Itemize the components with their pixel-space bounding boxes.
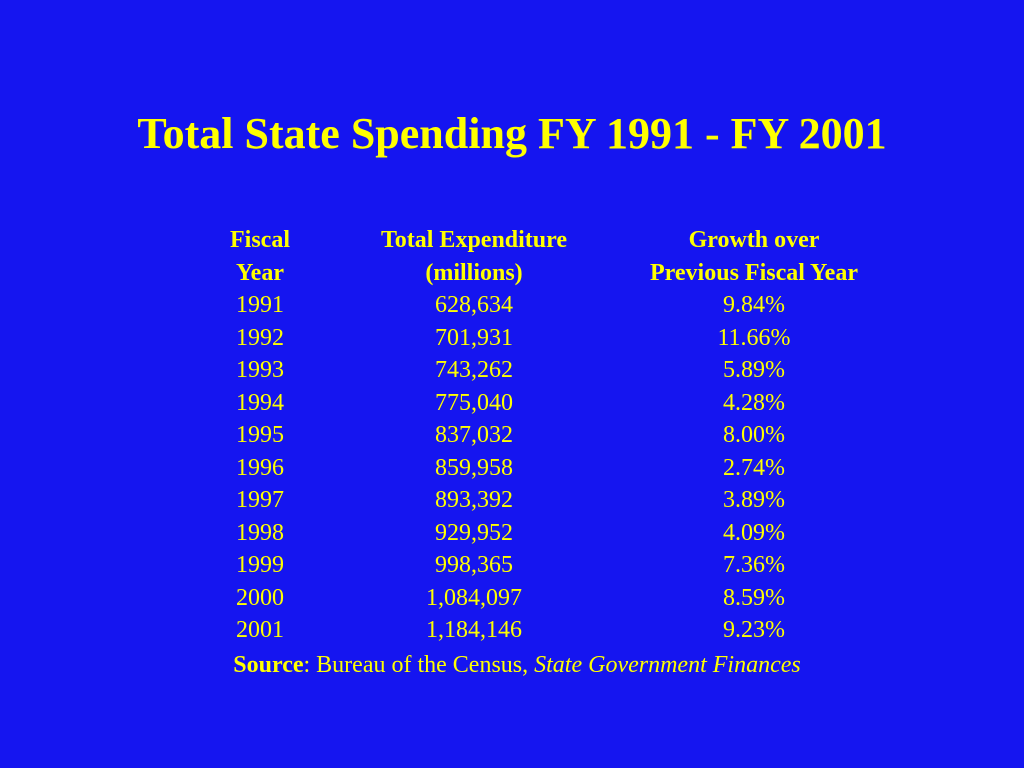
- total-expenditure-cell: 1,184,146: [426, 617, 522, 643]
- total-expenditure-cell: 859,958: [435, 454, 513, 481]
- table-row: 1996 859,958 2.74%: [180, 452, 900, 485]
- slide-title: Total State Spending FY 1991 - FY 2001: [137, 109, 887, 158]
- fiscal-year-cell: 1996: [236, 454, 284, 481]
- growth-cell: 9.23%: [723, 617, 785, 643]
- total-expenditure-cell: 837,032: [435, 422, 513, 448]
- table-row: 1993 743,262 5.89%: [180, 354, 900, 387]
- fiscal-year-cell: 1991: [236, 292, 284, 318]
- header-total-expenditure-line1: Total Expenditure: [380, 227, 568, 253]
- growth-cell: 8.00%: [723, 422, 785, 448]
- table-row: 1992 701,931 11.66%: [180, 322, 900, 355]
- source-publication: State Government Finances: [534, 652, 801, 678]
- table-body: 1991 628,634 9.84% 1992 701,931 11.66% 1993 743…: [180, 289, 900, 647]
- growth-cell: 4.09%: [723, 519, 785, 546]
- table-row: 1991 628,634 9.84%: [180, 289, 900, 322]
- source-citation: Source: Bureau of the Census, State Gove…: [0, 649, 1024, 681]
- source-label: Source: [233, 652, 304, 678]
- fiscal-year-cell: 1999: [236, 552, 284, 578]
- growth-cell: 9.84%: [723, 292, 785, 318]
- total-expenditure-cell: 1,084,097: [426, 584, 522, 611]
- total-expenditure-cell: 893,392: [435, 487, 513, 513]
- header-total-expenditure-line2: (millions): [425, 259, 523, 286]
- header-growth-line2: Previous Fiscal Year: [650, 259, 858, 286]
- table-row: 1999 998,365 7.36%: [180, 549, 900, 582]
- growth-cell: 8.59%: [723, 584, 785, 611]
- table-header: Fiscal Total Expenditure Growth over Yea…: [180, 224, 900, 289]
- table-row: 1994 775,040 4.28%: [180, 387, 900, 420]
- fiscal-year-cell: 2000: [236, 584, 284, 611]
- growth-cell: 2.74%: [723, 454, 785, 481]
- total-expenditure-cell: 998,365: [435, 552, 513, 578]
- growth-cell: 11.66%: [717, 324, 791, 351]
- total-expenditure-cell: 628,634: [435, 292, 513, 318]
- table-row: 2001 1,184,146 9.23%: [180, 614, 900, 647]
- growth-cell: 3.89%: [723, 487, 785, 513]
- fiscal-year-cell: 1995: [236, 422, 284, 448]
- fiscal-year-cell: 1998: [236, 519, 284, 546]
- total-expenditure-cell: 701,931: [435, 324, 513, 351]
- total-expenditure-cell: 929,952: [435, 519, 513, 546]
- fiscal-year-cell: 1993: [236, 357, 284, 383]
- growth-cell: 4.28%: [723, 389, 785, 416]
- table-row: 1995 837,032 8.00%: [180, 419, 900, 452]
- spending-table: Fiscal Total Expenditure Growth over Yea…: [180, 224, 900, 647]
- growth-cell: 7.36%: [723, 552, 785, 578]
- fiscal-year-cell: 2001: [236, 617, 284, 643]
- total-expenditure-cell: 743,262: [435, 357, 513, 383]
- total-expenditure-cell: 775,040: [435, 389, 513, 416]
- table-row: 2000 1,084,097 8.59%: [180, 582, 900, 615]
- table-row: 1998 929,952 4.09%: [180, 517, 900, 550]
- header-growth-line1: Growth over: [688, 227, 820, 253]
- growth-cell: 5.89%: [723, 357, 785, 383]
- source-separator: : Bureau of the Census,: [303, 652, 535, 678]
- header-fiscal-year-line1: Fiscal: [230, 227, 290, 253]
- table-row: 1997 893,392 3.89%: [180, 484, 900, 517]
- fiscal-year-cell: 1992: [236, 324, 284, 351]
- header-fiscal-year-line2: Year: [236, 259, 284, 286]
- fiscal-year-cell: 1997: [236, 487, 284, 513]
- fiscal-year-cell: 1994: [236, 389, 284, 416]
